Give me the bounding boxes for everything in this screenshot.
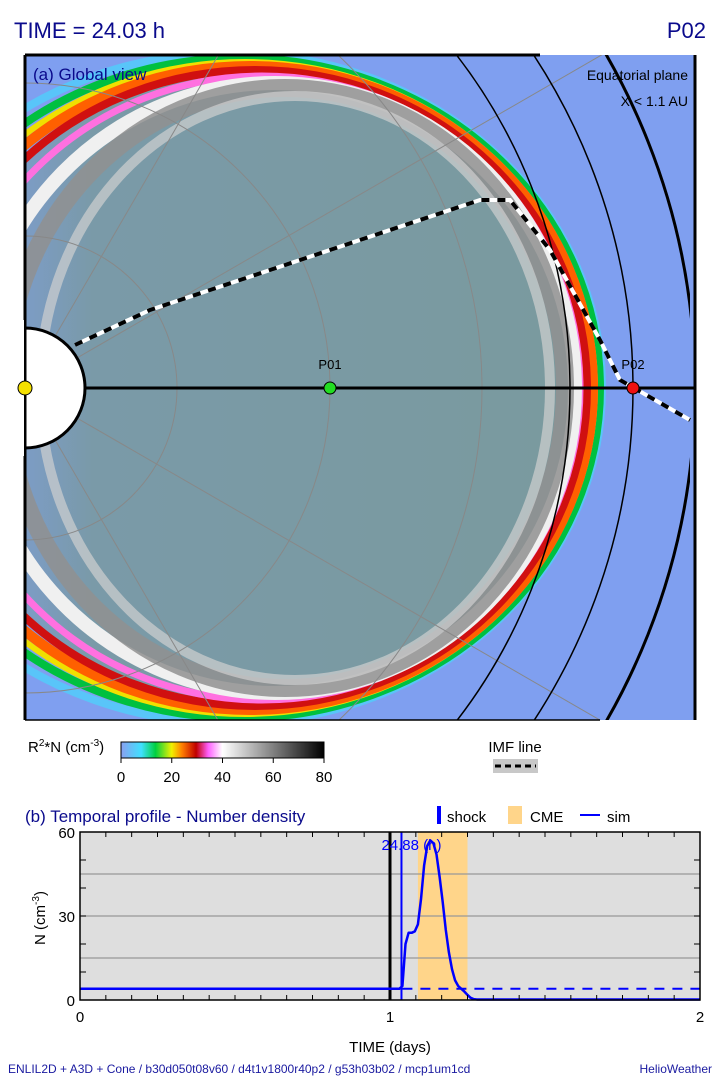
- legend-shock: shock: [447, 809, 487, 826]
- sim-series-line: [80, 839, 700, 1001]
- probe-p02-marker: [626, 381, 640, 395]
- density-chart: 24.88 (h) 0 1 2 0 30 60: [58, 825, 704, 1026]
- y-tick-label: 30: [58, 909, 75, 926]
- time-label: TIME = 24.03 h: [14, 18, 165, 43]
- probe-p01-marker: [323, 381, 337, 395]
- colorbar-tick-label: 40: [214, 769, 231, 786]
- x-axis-label: TIME (days): [349, 1039, 431, 1056]
- legend-cme-swatch: [508, 806, 522, 824]
- inner-boundary: [23, 326, 87, 450]
- x-tick-label: 0: [76, 1009, 84, 1026]
- y-axis-label: N (cm-3): [31, 891, 49, 945]
- x-tick-label: 2: [696, 1009, 704, 1026]
- colorbar-tick-label: 20: [163, 769, 180, 786]
- global-view-panel: P01 P02 (a) Global view Equatorial plane…: [17, 53, 697, 721]
- probe-p01-label: P01: [318, 357, 341, 372]
- colorbar-tick-label: 80: [316, 769, 333, 786]
- shock-time-label: 24.88 (h): [381, 837, 441, 854]
- x-tick-label: 1: [386, 1009, 394, 1026]
- legend-shock-swatch: [437, 806, 441, 824]
- probe-p02-label: P02: [621, 357, 644, 372]
- y-tick-label: 60: [58, 825, 75, 842]
- colorbar-gradient: [120, 741, 325, 759]
- chart-title: (b) Temporal profile - Number density: [25, 807, 306, 826]
- colorbar-tick-label: 60: [265, 769, 282, 786]
- run-info: ENLIL2D + A3D + Cone / b30d050t08v60 / d…: [8, 1062, 470, 1076]
- legend-sim: sim: [607, 809, 630, 826]
- imf-legend-label: IMF line: [488, 739, 541, 756]
- sun-icon: [17, 380, 33, 396]
- colorbar-tick-label: 0: [117, 769, 125, 786]
- y-tick-label: 0: [67, 993, 75, 1010]
- colorbar-label: R2*N (cm-3): [28, 738, 104, 756]
- range-label: X < 1.1 AU: [621, 93, 688, 109]
- imf-legend: IMF line: [488, 739, 542, 773]
- probe-label: P02: [667, 18, 706, 43]
- colorbar: R2*N (cm-3) 0 20 40 60 80: [28, 738, 332, 786]
- legend-cme: CME: [530, 809, 563, 826]
- brand: HelioWeather: [640, 1062, 712, 1076]
- global-view-title: (a) Global view: [33, 65, 147, 84]
- plane-label: Equatorial plane: [587, 67, 688, 83]
